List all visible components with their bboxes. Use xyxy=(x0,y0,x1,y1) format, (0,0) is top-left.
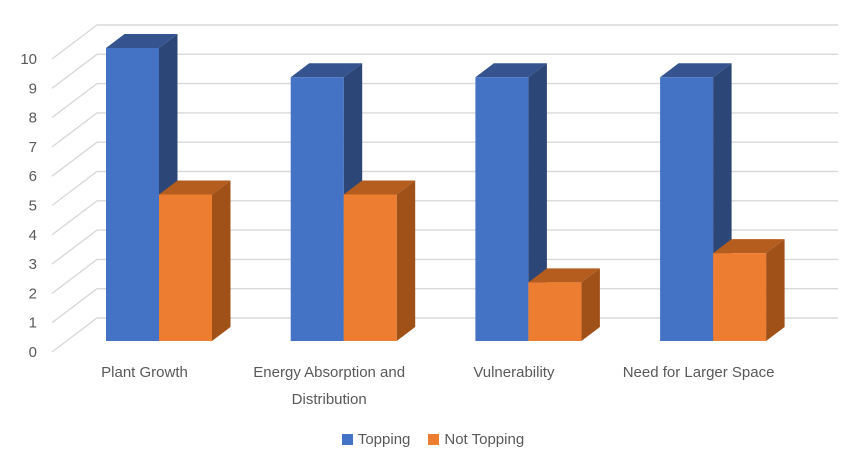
legend-swatch-not-topping-icon xyxy=(428,433,440,445)
bar-front-face xyxy=(159,194,212,341)
y-axis-tick-9: 9 xyxy=(29,80,37,97)
y-axis-tick-5: 5 xyxy=(29,198,37,215)
y-axis-tick-3: 3 xyxy=(29,256,37,273)
gridline-5 xyxy=(51,170,838,207)
legend-item-not-topping: Not Topping xyxy=(428,432,524,447)
y-axis-tick-6: 6 xyxy=(29,168,37,185)
gridline-4 xyxy=(51,200,838,236)
x-axis-label-2: Vulnerability xyxy=(473,364,555,381)
y-axis-tick-7: 7 xyxy=(29,139,37,156)
bar-front-face xyxy=(660,77,714,342)
bar-side-face xyxy=(212,180,231,341)
y-axis-tick-4: 4 xyxy=(29,227,37,244)
bar-not-topping-3 xyxy=(713,239,785,341)
x-axis-label-1-line-0: Energy Absorption and xyxy=(253,364,405,381)
bar-not-topping-1 xyxy=(343,180,416,341)
legend-item-topping: Topping xyxy=(341,430,411,448)
bar-front-face xyxy=(528,282,582,341)
y-axis-tick-1: 1 xyxy=(29,315,37,332)
gridline-10 xyxy=(51,24,838,60)
legend-swatch-topping-icon xyxy=(341,433,353,445)
bar-not-topping-2 xyxy=(528,268,600,341)
y-axis-tick-2: 2 xyxy=(29,285,37,302)
bar-front-face xyxy=(290,77,344,342)
bar-not-topping-0 xyxy=(159,180,231,341)
gridline-3 xyxy=(51,229,838,265)
gridline-7 xyxy=(51,112,838,148)
bar-top-face xyxy=(106,34,178,48)
bar-front-face xyxy=(713,253,767,341)
x-axis-label-0: Plant Growth xyxy=(101,364,188,381)
bar-top-face xyxy=(159,180,231,195)
bar-top-face xyxy=(528,268,600,283)
gridline-8 xyxy=(51,82,838,119)
bar-side-face xyxy=(396,180,416,341)
x-axis-label-1-line-1: Distribution xyxy=(292,391,367,408)
y-axis-tick-10: 10 xyxy=(20,51,37,68)
bar-side-face xyxy=(766,239,785,341)
legend-label-not-topping: Not Topping xyxy=(444,430,525,448)
bar-top-face xyxy=(290,63,363,78)
bar-top-face xyxy=(660,63,732,78)
legend-label-topping: Topping xyxy=(357,430,411,448)
x-axis-label-3: Need for Larger Space xyxy=(623,364,775,381)
bar-side-face xyxy=(528,63,547,342)
y-axis-tick-0: 0 xyxy=(29,344,37,361)
bar-top-face xyxy=(475,63,547,78)
bar-topping-2 xyxy=(475,63,547,342)
bar-side-face xyxy=(581,268,600,341)
gridline-9 xyxy=(51,53,838,89)
bar-front-face xyxy=(475,77,529,342)
bar-top-face xyxy=(343,180,416,195)
y-axis-tick-8: 8 xyxy=(29,110,37,127)
gridline-6 xyxy=(51,141,838,177)
bar-front-face xyxy=(106,48,159,341)
bar-top-face xyxy=(713,239,785,254)
bar-front-face xyxy=(343,194,397,341)
gridline-2 xyxy=(51,258,838,294)
chart-legend: Topping Not Topping xyxy=(0,430,866,448)
